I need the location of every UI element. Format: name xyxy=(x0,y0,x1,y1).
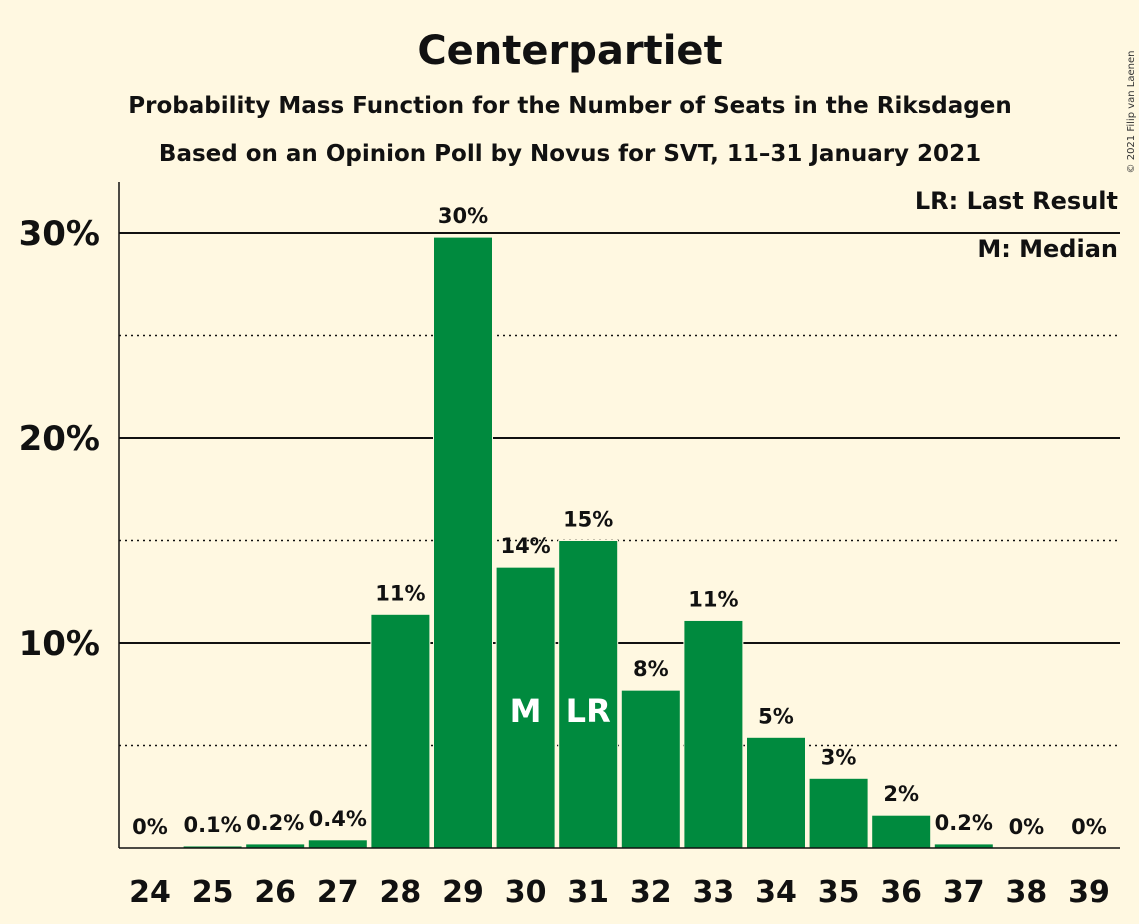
y-tick-label: 10% xyxy=(19,624,100,664)
data-label-24: 0% xyxy=(132,815,168,839)
bar-31 xyxy=(558,540,619,849)
data-label-26: 0.2% xyxy=(246,811,304,835)
x-tick-labels: 24 25 26 27 28 29 30 31 32 33 34 35 36 37 38 39 xyxy=(129,875,1110,910)
data-label-33: 11% xyxy=(688,587,738,611)
data-label-38: 0% xyxy=(1009,815,1045,839)
bar-36 xyxy=(871,814,932,849)
y-tick-label: 30% xyxy=(19,214,100,254)
data-label-34: 5% xyxy=(758,704,794,728)
data-label-30: 14% xyxy=(500,534,550,558)
x-tick-label-38: 38 xyxy=(1006,875,1048,910)
data-labels: 0% 0.1% 0.2% 0.4%11%30%14%15%8%11%5%3%2%0.2… xyxy=(132,204,1107,839)
x-tick-label-26: 26 xyxy=(254,875,296,910)
marker-lr: LR xyxy=(566,692,611,730)
data-label-27: 0.4% xyxy=(309,807,367,831)
data-label-37: 0.2% xyxy=(935,811,993,835)
data-label-32: 8% xyxy=(633,657,669,681)
bar-27 xyxy=(307,839,368,849)
data-label-29: 30% xyxy=(438,204,488,228)
bar-35 xyxy=(808,777,869,849)
x-tick-label-35: 35 xyxy=(818,875,860,910)
legend-median: M: Median xyxy=(977,235,1118,263)
bar-29 xyxy=(433,236,493,849)
x-tick-label-37: 37 xyxy=(943,875,985,910)
legend-last-result: LR: Last Result xyxy=(915,187,1118,215)
y-tick-label: 20% xyxy=(19,419,100,459)
data-label-39: 0% xyxy=(1071,815,1107,839)
data-label-25: 0.1% xyxy=(183,813,241,837)
bar-34 xyxy=(746,736,806,849)
copyright-notice: © 2021 Filip van Laenen xyxy=(1126,51,1137,174)
chart-subtitle-2: Based on an Opinion Poll by Novus for SV… xyxy=(159,141,981,167)
bar-30 xyxy=(495,566,556,849)
bar-33 xyxy=(683,619,744,849)
data-label-36: 2% xyxy=(883,782,919,806)
data-label-35: 3% xyxy=(821,745,857,769)
x-tick-label-31: 31 xyxy=(567,875,609,910)
data-label-28: 11% xyxy=(375,581,425,605)
x-tick-label-32: 32 xyxy=(630,875,672,910)
x-tick-label-36: 36 xyxy=(880,875,922,910)
bar-32 xyxy=(620,689,681,849)
x-tick-label-29: 29 xyxy=(442,875,484,910)
x-tick-label-28: 28 xyxy=(380,875,422,910)
marker-m: M xyxy=(510,692,542,730)
bar-28 xyxy=(370,613,431,849)
chart-title: Centerpartiet xyxy=(417,28,722,74)
gridlines xyxy=(119,232,1120,747)
x-tick-label-25: 25 xyxy=(192,875,234,910)
x-tick-label-39: 39 xyxy=(1068,875,1110,910)
bars xyxy=(182,236,994,849)
x-tick-label-27: 27 xyxy=(317,875,359,910)
data-label-31: 15% xyxy=(563,508,613,532)
x-tick-label-33: 33 xyxy=(693,875,735,910)
x-tick-label-34: 34 xyxy=(755,875,797,910)
x-tick-label-30: 30 xyxy=(505,875,547,910)
x-tick-label-24: 24 xyxy=(129,875,171,910)
y-tick-labels: 10% 20% 30% xyxy=(19,214,100,664)
chart-subtitle-1: Probability Mass Function for the Number… xyxy=(128,93,1011,119)
